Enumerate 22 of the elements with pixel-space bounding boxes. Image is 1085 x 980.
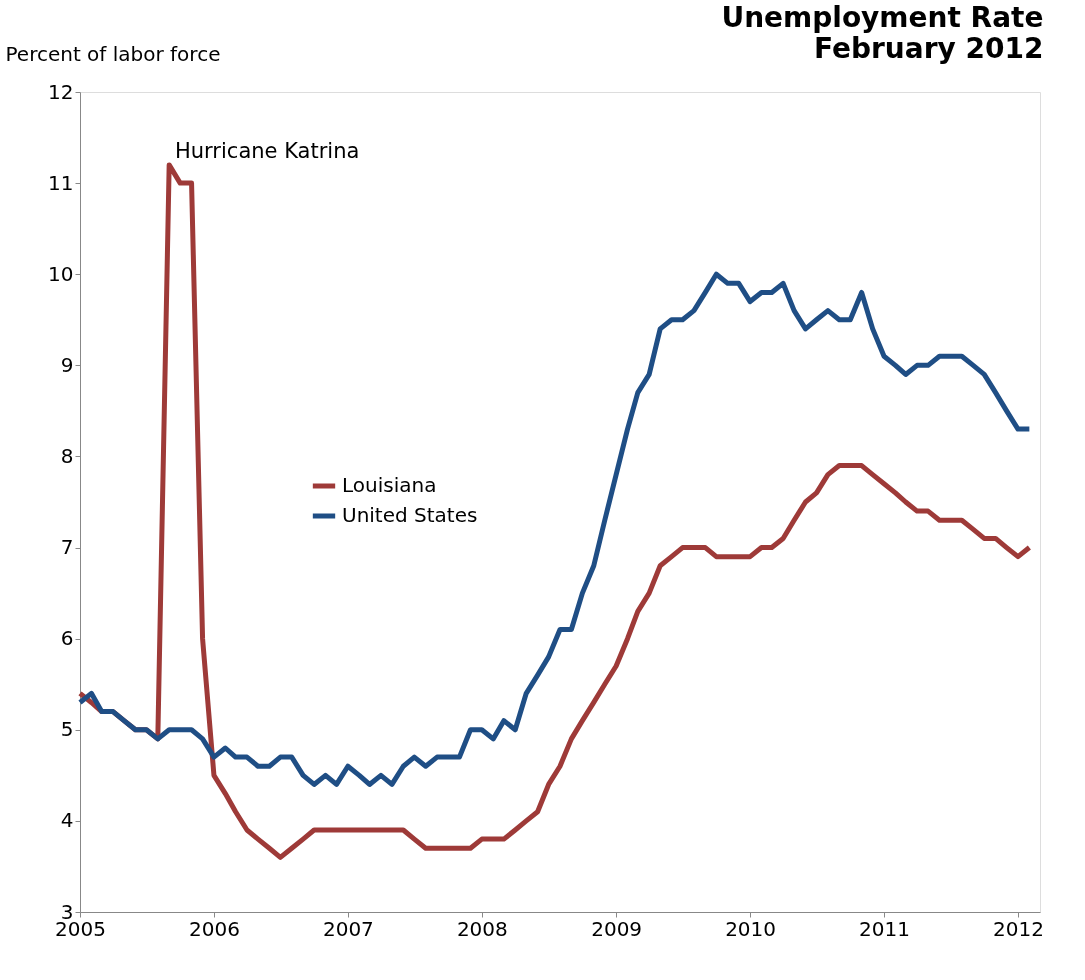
y-tick-label: 10 — [48, 261, 74, 286]
x-tick-label: 2011 — [859, 916, 910, 941]
y-tick-label: 5 — [60, 717, 74, 742]
y-tick-label: 7 — [60, 535, 74, 560]
y-tick-label: 11 — [48, 170, 74, 195]
x-tick-label: 2006 — [188, 916, 240, 941]
legend-label: Louisiana — [342, 473, 437, 497]
annotation: Hurricane Katrina — [175, 139, 360, 163]
y-tick-label: 6 — [60, 626, 74, 651]
x-tick-label: 2007 — [322, 916, 374, 941]
chart-subtitle: February 2012 — [814, 32, 1044, 65]
y-axis-title: Percent of labor force — [5, 41, 221, 66]
chart-title: Unemployment Rate — [721, 1, 1044, 34]
x-tick-label: 2009 — [591, 916, 643, 941]
legend-label: United States — [342, 503, 478, 527]
x-tick-label: 2008 — [456, 916, 508, 941]
x-tick-label: 2012 — [993, 916, 1044, 941]
x-tick-label: 2010 — [725, 916, 777, 941]
y-tick-label: 9 — [60, 352, 74, 377]
y-tick-label: 4 — [60, 808, 74, 833]
y-tick-label: 12 — [48, 79, 74, 104]
y-tick-label: 8 — [60, 443, 74, 468]
